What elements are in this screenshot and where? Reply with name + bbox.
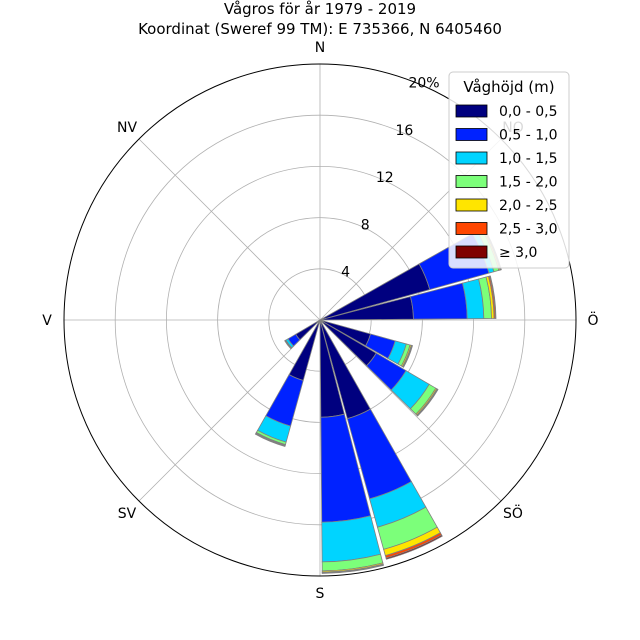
radial-tick-label: 12: [376, 170, 394, 186]
legend-swatch: [455, 128, 488, 141]
legend-label: 0,5 - 1,0: [499, 128, 557, 144]
legend-swatch: [455, 151, 488, 165]
legend: Våghöjd (m) 0,0 - 0,5 0,5 - 1,0 1,0 - 1,5 1…: [448, 71, 570, 269]
legend-item: 2,5 - 3,0: [455, 222, 557, 238]
legend-label: 0,0 - 0,5: [499, 104, 557, 120]
bar-segment: [489, 275, 497, 319]
legend-item: ≥ 3,0: [455, 245, 537, 261]
direction-label: V: [42, 313, 52, 329]
bar-segment: [254, 433, 286, 447]
legend-swatch: [455, 222, 488, 235]
bar-segment: [321, 515, 382, 563]
chart-subtitle: Koordinat (Sweref 99 TM): E 735366, N 64…: [138, 20, 502, 38]
legend-label: 2,5 - 3,0: [499, 222, 557, 238]
grid-spoke: [138, 319, 321, 502]
bar-segment: [385, 534, 443, 560]
legend-title: Våghöjd (m): [463, 78, 554, 96]
bar-segment: [284, 339, 292, 350]
legend-items: 0,0 - 0,5 0,5 - 1,0 1,0 - 1,5 1,5 - 2,0 2,0 …: [455, 104, 557, 261]
polar-grid: [64, 64, 576, 576]
legend-item: 0,0 - 0,5: [455, 104, 557, 120]
legend-swatch: [455, 104, 488, 118]
legend-item: 1,5 - 2,0: [455, 175, 557, 191]
sector-3: [319, 319, 439, 417]
radial-tick-labels: 4 8 12 16 20%: [341, 76, 439, 281]
legend-swatch: [455, 245, 488, 259]
sector-4: [319, 319, 443, 560]
direction-label: N: [315, 40, 325, 56]
sector-2: [319, 319, 414, 368]
legend-swatch: [455, 175, 488, 188]
bar-segment: [321, 564, 384, 574]
legend-item: 1,0 - 1,5: [455, 151, 557, 167]
sector-6: [254, 319, 321, 447]
legend-label: 1,0 - 1,5: [499, 151, 557, 167]
direction-label: Ö: [587, 311, 598, 329]
direction-label: S: [316, 586, 325, 602]
legend-item: 0,5 - 1,0: [455, 128, 557, 144]
legend-item: 2,0 - 2,5: [455, 198, 557, 214]
chart-title: Vågros för år 1979 - 2019: [224, 0, 416, 18]
direction-label: SV: [118, 506, 137, 522]
bar-segment: [416, 388, 439, 417]
direction-label: SÖ: [503, 504, 523, 522]
legend-swatch: [455, 198, 488, 212]
sector-5: [319, 319, 384, 574]
legend-label: 2,0 - 2,5: [499, 198, 557, 214]
sector-bars: [254, 226, 502, 574]
legend-label: ≥ 3,0: [499, 245, 537, 261]
radial-tick-label: 4: [341, 265, 350, 281]
bar-segment: [402, 344, 414, 368]
outer-circle: [63, 63, 577, 577]
legend-label: 1,5 - 2,0: [499, 175, 557, 191]
radial-tick-label: 16: [395, 123, 413, 139]
grid-spoke: [138, 138, 321, 321]
sector-1: [319, 275, 497, 321]
direction-label: NV: [117, 120, 137, 136]
sector-7: [284, 319, 321, 350]
radial-tick-label: 8: [361, 217, 370, 233]
legend-frame: [448, 71, 570, 269]
radial-tick-label: 20%: [408, 76, 439, 92]
